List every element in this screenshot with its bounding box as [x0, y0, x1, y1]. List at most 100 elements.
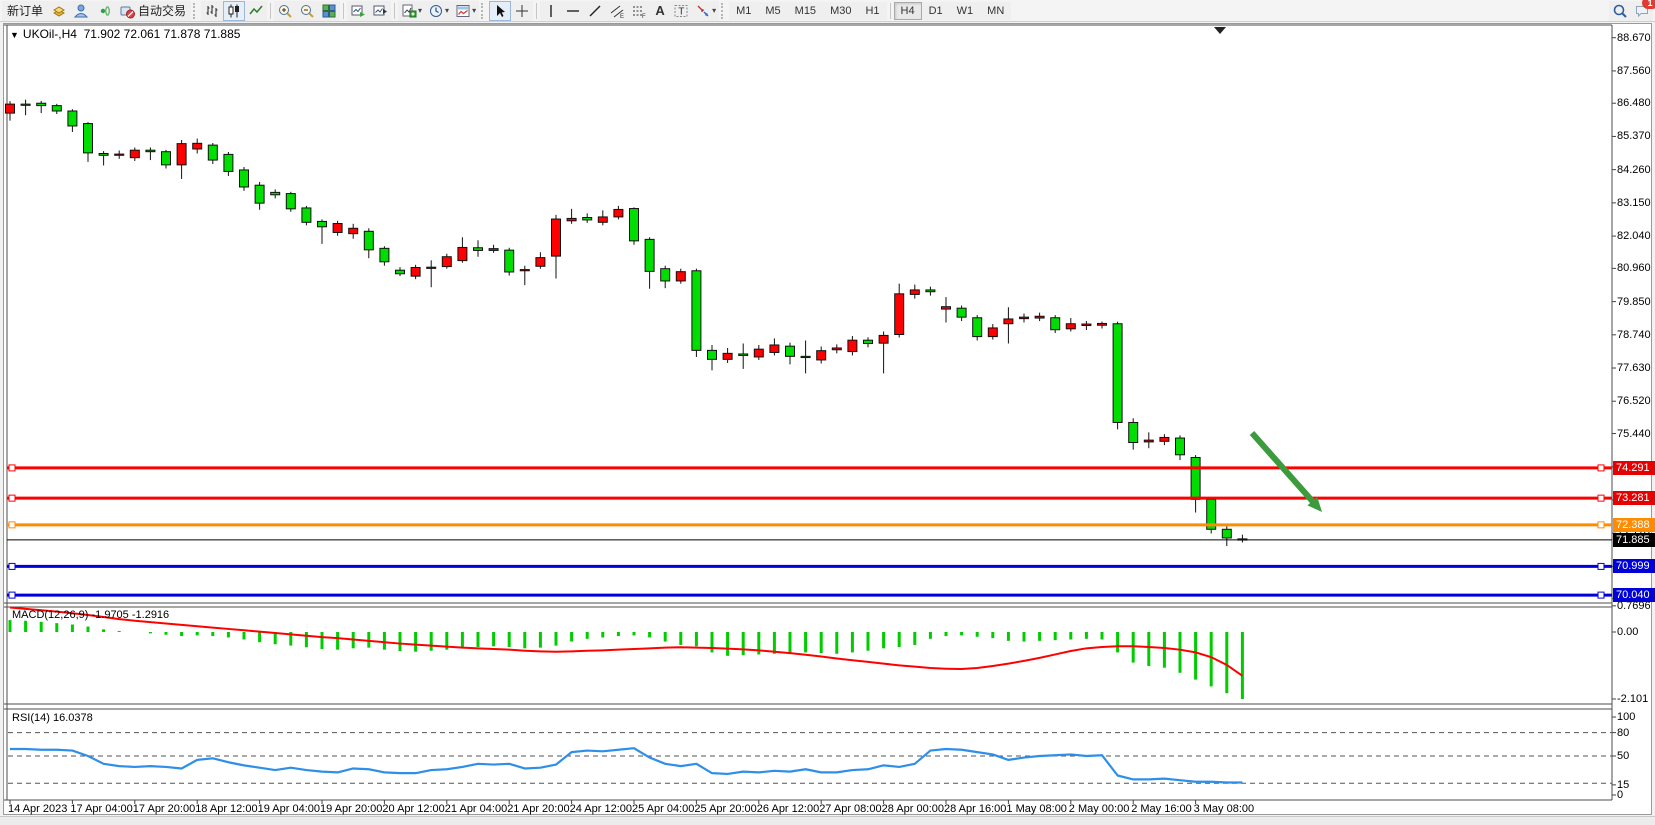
candle-bear: [239, 169, 249, 188]
periods-button[interactable]: ▾: [425, 0, 453, 21]
profiles-button[interactable]: [48, 0, 71, 21]
text-label-tool-button[interactable]: T: [670, 0, 693, 21]
line-handle[interactable]: [8, 494, 16, 502]
candle-bull: [519, 269, 530, 272]
line-handle[interactable]: [8, 521, 16, 529]
bar-chart-mode-button[interactable]: [201, 0, 224, 21]
line-handle[interactable]: [8, 464, 16, 472]
cursor-arrow-icon: [497, 4, 506, 17]
zoom-in-button[interactable]: [274, 0, 297, 21]
annotation-arrow-shaft[interactable]: [1249, 431, 1318, 507]
cursor-tool-button[interactable]: [489, 0, 512, 21]
zoom-out-icon: [301, 4, 314, 18]
macd-signal-value: -1.2916: [131, 609, 170, 621]
timeframe-button-m1[interactable]: M1: [729, 1, 759, 20]
candle-bear: [473, 247, 483, 251]
bar-chart-icon: [206, 4, 218, 17]
candlestick-icon: [228, 4, 240, 17]
collapse-triangle-icon[interactable]: ▼: [10, 30, 19, 40]
candle-bear: [1190, 456, 1201, 500]
text-tool-button[interactable]: A: [650, 0, 671, 21]
candle-bear: [223, 153, 234, 172]
candle-bull: [1097, 322, 1107, 326]
crosshair-tool-button[interactable]: [511, 0, 534, 21]
terminal-button[interactable]: [70, 0, 93, 21]
timeframe-button-mn[interactable]: MN: [980, 1, 1012, 20]
candle-bull: [894, 293, 905, 336]
chevron-down-icon: ▾: [445, 6, 450, 15]
timeframe-button-m5[interactable]: M5: [758, 1, 788, 20]
line-chart-mode-button[interactable]: [245, 0, 268, 21]
rsi-name: RSI(14): [12, 712, 50, 724]
candle-bear: [644, 238, 655, 272]
auto-trading-button[interactable]: 自动交易: [114, 0, 192, 21]
candle-bear: [738, 353, 749, 356]
broadcast-icon: [100, 5, 110, 16]
horizontal-line-tool-button[interactable]: [562, 0, 585, 21]
candle-bull: [441, 256, 452, 268]
timeframe-button-m15[interactable]: M15: [787, 1, 824, 20]
toolbar-grip[interactable]: [721, 2, 727, 19]
candle-bear: [1128, 421, 1139, 444]
candle-bull: [831, 347, 842, 351]
vertical-line-tool-button[interactable]: [540, 0, 563, 21]
macd-signal-line: [9, 606, 1243, 677]
channel-tool-button[interactable]: E: [606, 0, 629, 21]
templates-button[interactable]: ▾: [452, 0, 480, 21]
tile-windows-button[interactable]: [318, 0, 341, 21]
auto-trading-disabled-icon: [120, 6, 136, 18]
toolbar-grip[interactable]: [481, 2, 487, 19]
candle-bull: [488, 248, 499, 251]
timeframe-button-h4[interactable]: H4: [893, 1, 922, 20]
candle-bear: [270, 191, 281, 196]
line-handle[interactable]: [1597, 464, 1605, 472]
new-order-button[interactable]: 新订单: [2, 0, 49, 21]
zoom-out-button[interactable]: [296, 0, 319, 21]
indicators-button[interactable]: ▾: [398, 0, 426, 21]
clock-icon: [430, 4, 443, 17]
chart-shift-button[interactable]: [369, 0, 392, 21]
candle-bear: [36, 102, 47, 107]
svg-text:E: E: [620, 14, 624, 19]
line-handle[interactable]: [1597, 591, 1605, 599]
candle-bull: [426, 266, 437, 269]
timeframe-button-w1[interactable]: W1: [949, 1, 981, 20]
candlestick-mode-button[interactable]: [223, 0, 246, 21]
new-chart-button[interactable]: [347, 0, 370, 21]
annotation-arrow-head[interactable]: [1307, 496, 1322, 512]
candle-bull: [1019, 316, 1029, 320]
candle-bull: [114, 153, 125, 156]
candle-bull: [753, 348, 764, 358]
timeframe-button-h1[interactable]: H1: [858, 1, 887, 20]
timeframe-button-d1[interactable]: D1: [921, 1, 950, 20]
svg-text:T: T: [678, 6, 684, 17]
arrows-tool-button[interactable]: ▾: [692, 0, 720, 21]
symbol-period-label: UKOil-,H4: [22, 27, 77, 41]
line-handle[interactable]: [1597, 494, 1605, 502]
crosshair-icon: [516, 4, 529, 17]
candle-bear: [67, 110, 78, 127]
fibonacci-tool-button[interactable]: F: [628, 0, 651, 21]
toolbar-grip[interactable]: [193, 2, 199, 19]
line-handle[interactable]: [1597, 562, 1605, 570]
line-handle[interactable]: [8, 562, 16, 570]
candle-bull: [878, 334, 889, 344]
user-icon: [73, 4, 89, 17]
signals-button[interactable]: [92, 0, 115, 21]
rsi-value: 16.0378: [52, 712, 93, 724]
chevron-down-icon: ▾: [712, 6, 717, 15]
fibonacci-icon: F: [633, 6, 646, 19]
chart-window[interactable]: [3, 23, 1652, 815]
candle-bull: [1065, 323, 1076, 330]
candle-bear: [83, 123, 93, 154]
toolbar-separator: [536, 2, 538, 19]
search-button[interactable]: [1609, 0, 1631, 21]
trendline-tool-button[interactable]: [584, 0, 607, 21]
timeframe-button-m30[interactable]: M30: [823, 1, 859, 20]
chart-shift-marker-icon[interactable]: [1214, 27, 1226, 34]
candle-bull: [675, 271, 686, 282]
line-handle[interactable]: [1597, 521, 1605, 529]
text-tool-icon: A: [655, 3, 665, 18]
line-handle[interactable]: [8, 591, 16, 599]
